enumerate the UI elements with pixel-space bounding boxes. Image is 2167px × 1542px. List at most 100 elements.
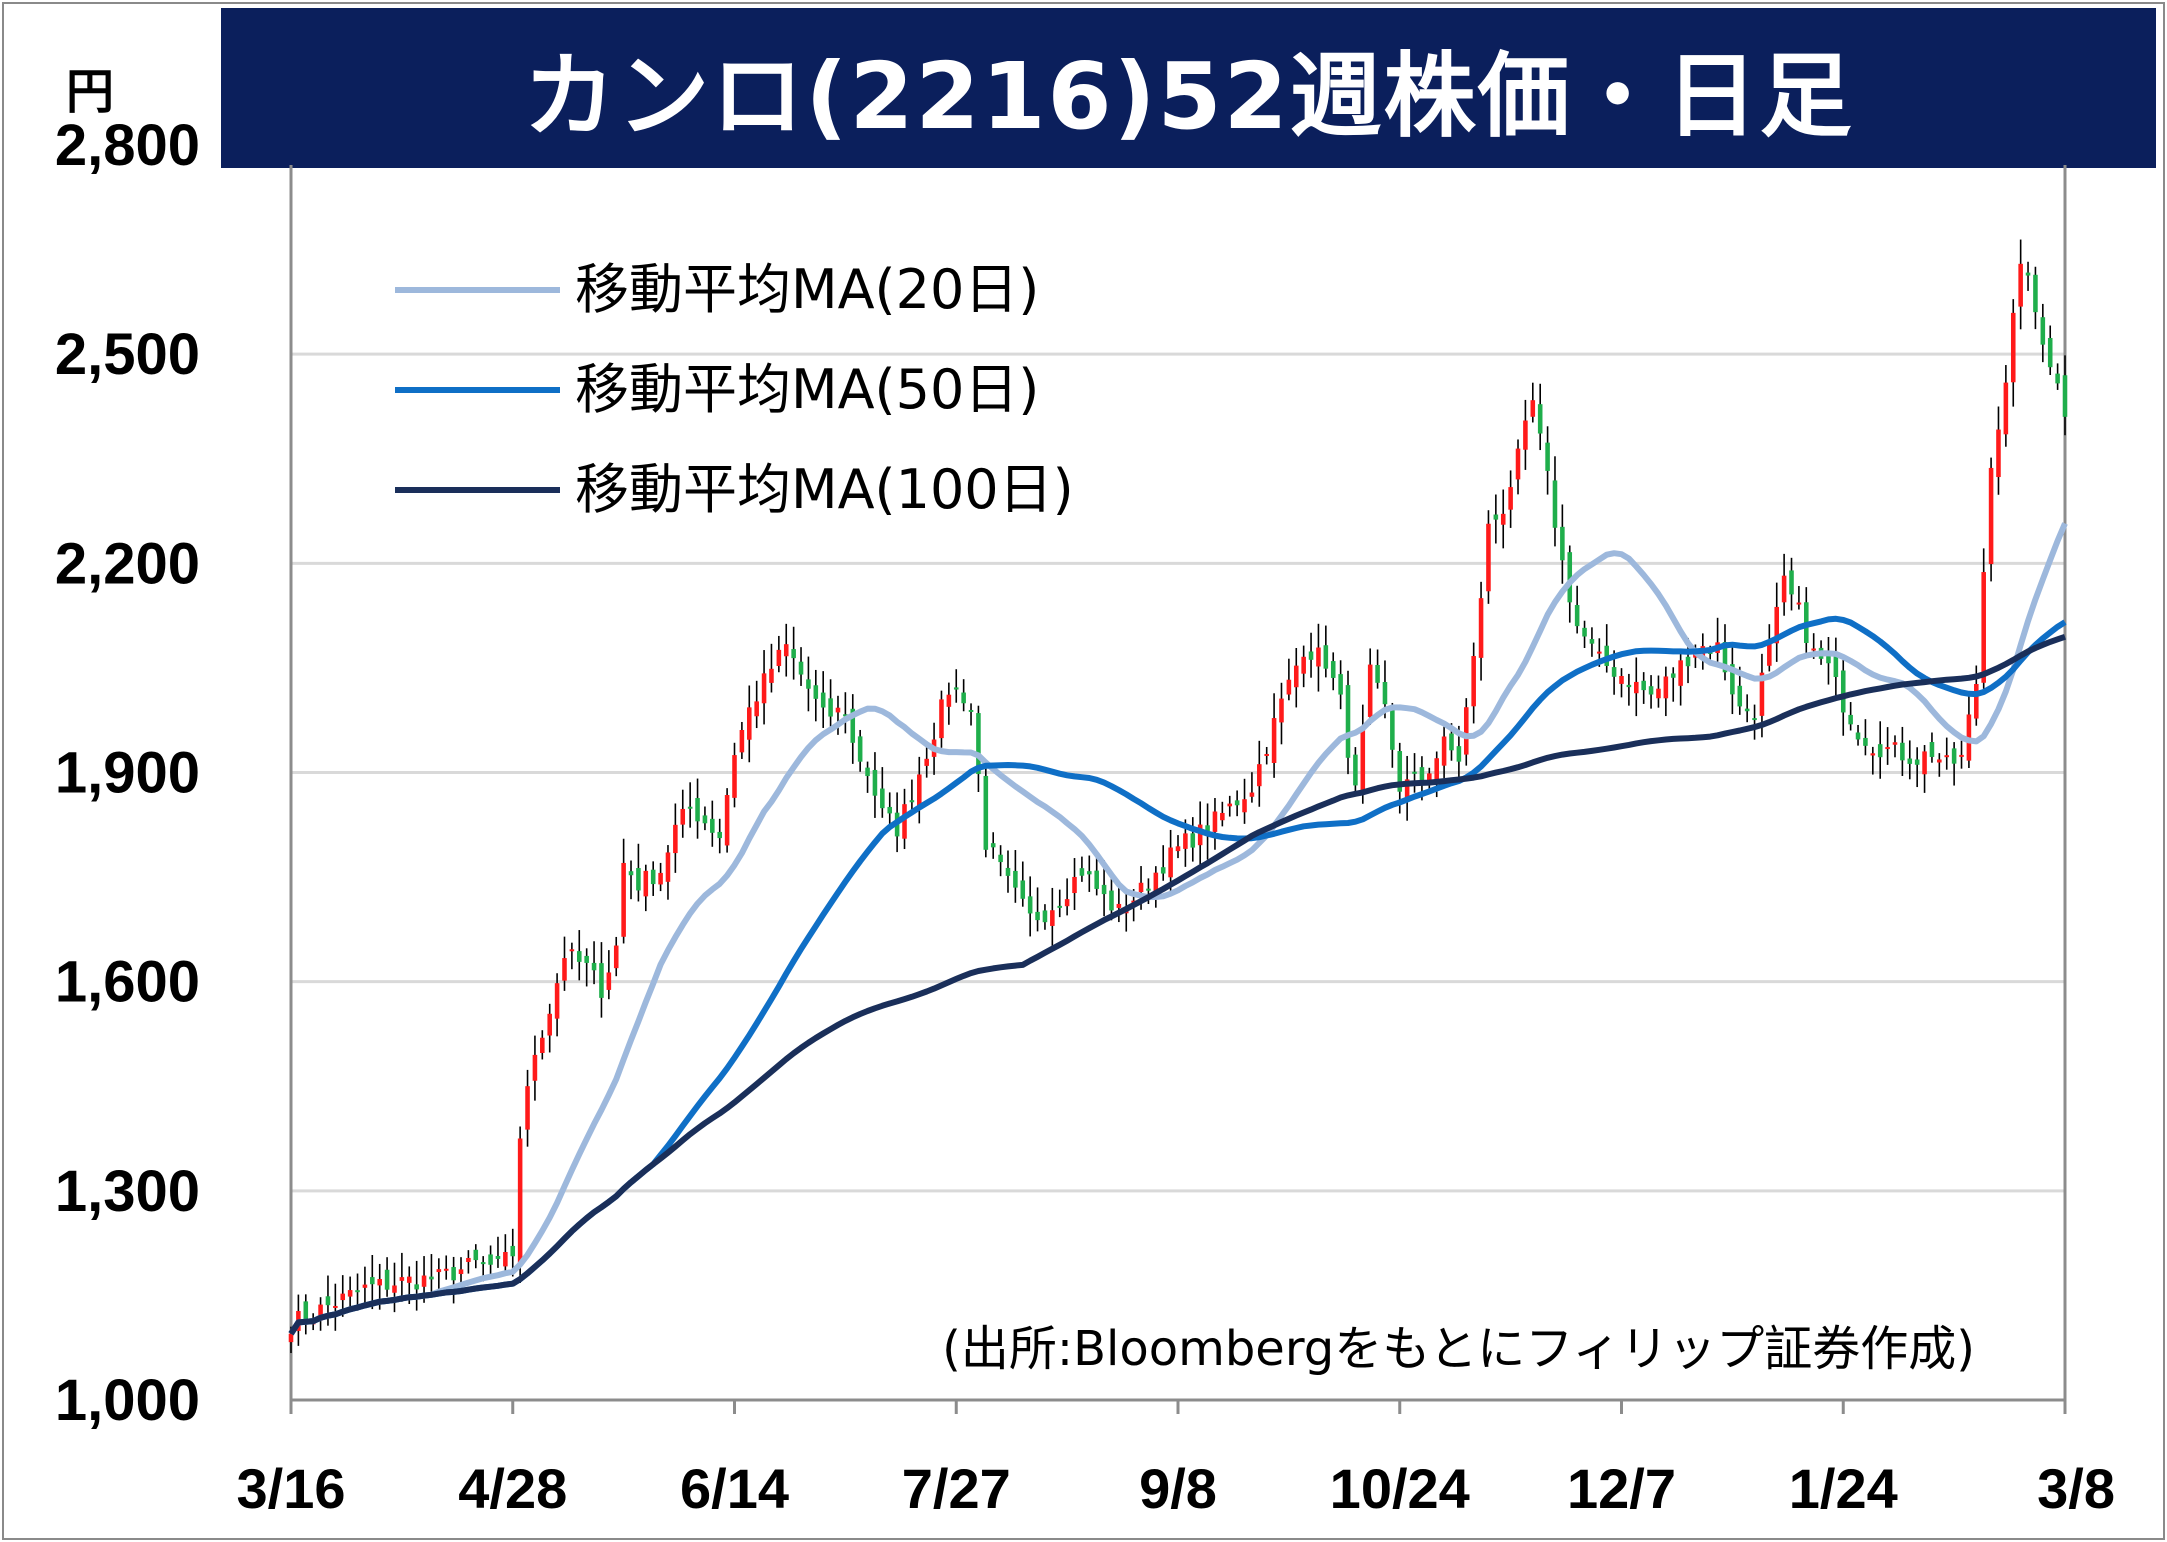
candlestick bbox=[503, 1234, 508, 1273]
candlestick bbox=[820, 671, 826, 728]
candlestick bbox=[2018, 239, 2023, 330]
candlestick bbox=[1338, 660, 1343, 710]
candlestick bbox=[687, 782, 693, 828]
candlestick bbox=[525, 1069, 530, 1147]
candlestick bbox=[1109, 873, 1114, 921]
candlestick bbox=[1929, 732, 1935, 763]
candlestick bbox=[621, 838, 626, 944]
candlestick bbox=[1870, 746, 1876, 775]
title-bar: カンロ(2216)52週株価・日足 bbox=[221, 8, 2156, 168]
candlestick bbox=[1316, 623, 1321, 692]
candlestick bbox=[1308, 632, 1314, 678]
candlestick bbox=[1914, 747, 1920, 788]
legend: 移動平均MA(20日) 移動平均MA(50日) 移動平均MA(100日) bbox=[395, 258, 1074, 521]
candlestick bbox=[1227, 795, 1233, 817]
candlestick bbox=[1937, 753, 1942, 777]
candlestick bbox=[798, 647, 804, 686]
candlestick bbox=[1900, 726, 1905, 776]
x-tick-label: 9/8 bbox=[1139, 1457, 1217, 1520]
candlestick bbox=[495, 1236, 501, 1268]
candlestick bbox=[1301, 645, 1306, 688]
candlestick bbox=[1619, 668, 1624, 698]
candlestick bbox=[1515, 439, 1521, 495]
candlestick bbox=[1951, 742, 1957, 786]
candlestick bbox=[1160, 845, 1166, 881]
candlestick bbox=[599, 942, 604, 1018]
candlestick bbox=[333, 1283, 338, 1331]
candlestick bbox=[584, 948, 589, 987]
candlestick bbox=[1863, 719, 1868, 756]
candlestick bbox=[466, 1250, 471, 1274]
x-tick-label: 1/24 bbox=[1789, 1457, 1898, 1520]
moving-average-lines bbox=[288, 522, 2068, 1336]
candlestick bbox=[813, 669, 819, 722]
candlestick bbox=[1959, 740, 1964, 769]
candlestick bbox=[1907, 740, 1913, 780]
candlestick bbox=[1589, 627, 1595, 657]
candlestick bbox=[443, 1255, 449, 1280]
candlestick bbox=[865, 761, 870, 793]
candlestick bbox=[547, 1003, 552, 1053]
candlestick bbox=[399, 1252, 405, 1302]
candlestick bbox=[850, 694, 856, 764]
candlestick bbox=[1367, 648, 1373, 726]
candlestick bbox=[1293, 648, 1299, 708]
candlestick bbox=[658, 862, 663, 892]
candlestick bbox=[717, 818, 722, 854]
candlestick bbox=[1175, 835, 1181, 859]
candlestick bbox=[1730, 645, 1735, 715]
candlestick bbox=[732, 742, 737, 808]
source-note: (出所:Bloombergをもとにフィリップ証券作成) bbox=[942, 1321, 1975, 1377]
candlestick bbox=[1330, 652, 1336, 691]
candlestick bbox=[806, 656, 811, 712]
candlestick bbox=[1752, 704, 1757, 740]
candlestick bbox=[724, 788, 730, 853]
candlestick bbox=[1944, 737, 1950, 770]
candlestick bbox=[1220, 801, 1225, 827]
candlestick bbox=[1744, 694, 1750, 723]
legend-entry: 移動平均MA(20日) bbox=[395, 258, 1039, 321]
candlestick bbox=[451, 1256, 456, 1304]
candlestick bbox=[1042, 904, 1048, 930]
candlestick bbox=[1648, 675, 1654, 709]
candlestick bbox=[517, 1126, 523, 1284]
x-tick-label: 7/27 bbox=[902, 1457, 1011, 1520]
candlestick bbox=[1035, 887, 1040, 932]
candlestick bbox=[1264, 746, 1269, 765]
candlestick bbox=[710, 800, 715, 847]
candlestick bbox=[887, 792, 893, 827]
ma-line-100 bbox=[288, 633, 2066, 1336]
candlestick bbox=[1279, 682, 1284, 745]
candlestick bbox=[436, 1258, 442, 1292]
candlestick bbox=[1087, 855, 1092, 892]
candlestick bbox=[1781, 553, 1787, 616]
y-tick-label: 2,200 bbox=[55, 531, 200, 596]
candlestick bbox=[1626, 673, 1632, 706]
candlestick bbox=[998, 845, 1003, 877]
candlestick bbox=[2010, 299, 2016, 407]
x-tick-label: 3/16 bbox=[237, 1457, 346, 1520]
candlestick bbox=[318, 1297, 323, 1331]
candlestick bbox=[1153, 866, 1159, 908]
legend-entry: 移動平均MA(50日) bbox=[395, 358, 1039, 421]
candlestick bbox=[613, 936, 619, 977]
candlestick bbox=[1345, 670, 1351, 775]
candlestick bbox=[1500, 489, 1506, 549]
candlestick bbox=[917, 756, 922, 824]
ma-line-20 bbox=[288, 522, 2068, 1336]
candlestick bbox=[857, 729, 863, 772]
candlestick bbox=[1545, 426, 1550, 495]
candlestick bbox=[362, 1266, 368, 1308]
candlestick bbox=[643, 864, 649, 912]
legend-label: 移動平均MA(20日) bbox=[575, 258, 1039, 321]
candlestick bbox=[1641, 672, 1646, 704]
candlestick bbox=[1027, 876, 1033, 937]
candlestick bbox=[347, 1276, 353, 1312]
candlestick bbox=[1242, 778, 1247, 824]
candlestick bbox=[1057, 889, 1063, 918]
candlestick bbox=[1190, 817, 1196, 862]
candlestick bbox=[776, 635, 782, 673]
candlestick bbox=[1463, 698, 1469, 766]
candlestick bbox=[983, 761, 989, 858]
candlestick bbox=[1537, 383, 1543, 451]
